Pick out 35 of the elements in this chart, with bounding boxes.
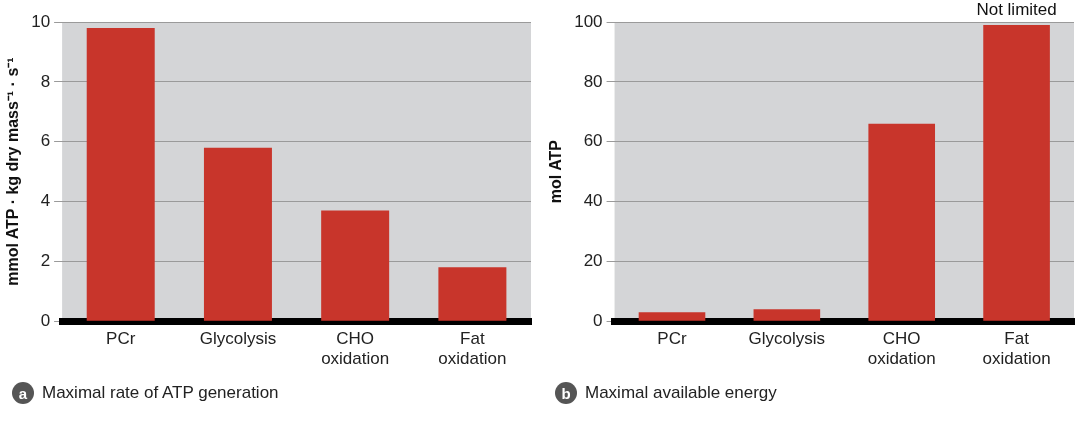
- x-tick-label: CHO oxidation: [867, 329, 936, 369]
- bar: [86, 27, 155, 321]
- x-tick-label: PCr: [657, 329, 687, 349]
- y-tick-label: 8: [40, 71, 51, 91]
- bar: [983, 24, 1050, 321]
- annotation: Not limited: [976, 0, 1057, 20]
- x-tick-label: CHO oxidation: [321, 329, 390, 369]
- y-tick-label: 2: [40, 251, 51, 271]
- x-tick-label: Fat oxidation: [982, 329, 1051, 369]
- y-tick-label: 4: [40, 191, 51, 211]
- bar: [203, 147, 272, 321]
- y-tick-label: 100: [574, 11, 603, 31]
- x-tick-label: Glycolysis: [748, 329, 826, 349]
- text: Maximal available energy: [585, 383, 777, 403]
- letter-badge: b: [555, 382, 577, 404]
- y-tick-label: 60: [583, 131, 603, 151]
- y-axis-title: mmol ATP · kg dry mass⁻¹ · s⁻¹: [4, 57, 22, 286]
- bar: [753, 309, 821, 321]
- y-tick-label: 0: [40, 310, 51, 330]
- text: Maximal rate of ATP generation: [42, 383, 279, 403]
- y-tick-label: 40: [583, 191, 603, 211]
- y-tick-label: 6: [40, 131, 51, 151]
- y-tick-label: 80: [583, 71, 603, 91]
- x-tick-label: Fat oxidation: [438, 329, 507, 369]
- y-tick-label: 10: [31, 11, 51, 31]
- bar: [868, 123, 936, 321]
- bar: [638, 312, 706, 321]
- y-tick-label: 0: [593, 310, 603, 330]
- x-tick-label: Glycolysis: [199, 329, 277, 349]
- bar: [321, 210, 390, 321]
- y-axis-title: mol ATP: [547, 139, 565, 204]
- letter-badge: a: [12, 382, 34, 404]
- bar: [438, 267, 507, 321]
- y-tick-label: 20: [583, 251, 603, 271]
- x-tick-label: PCr: [106, 329, 136, 349]
